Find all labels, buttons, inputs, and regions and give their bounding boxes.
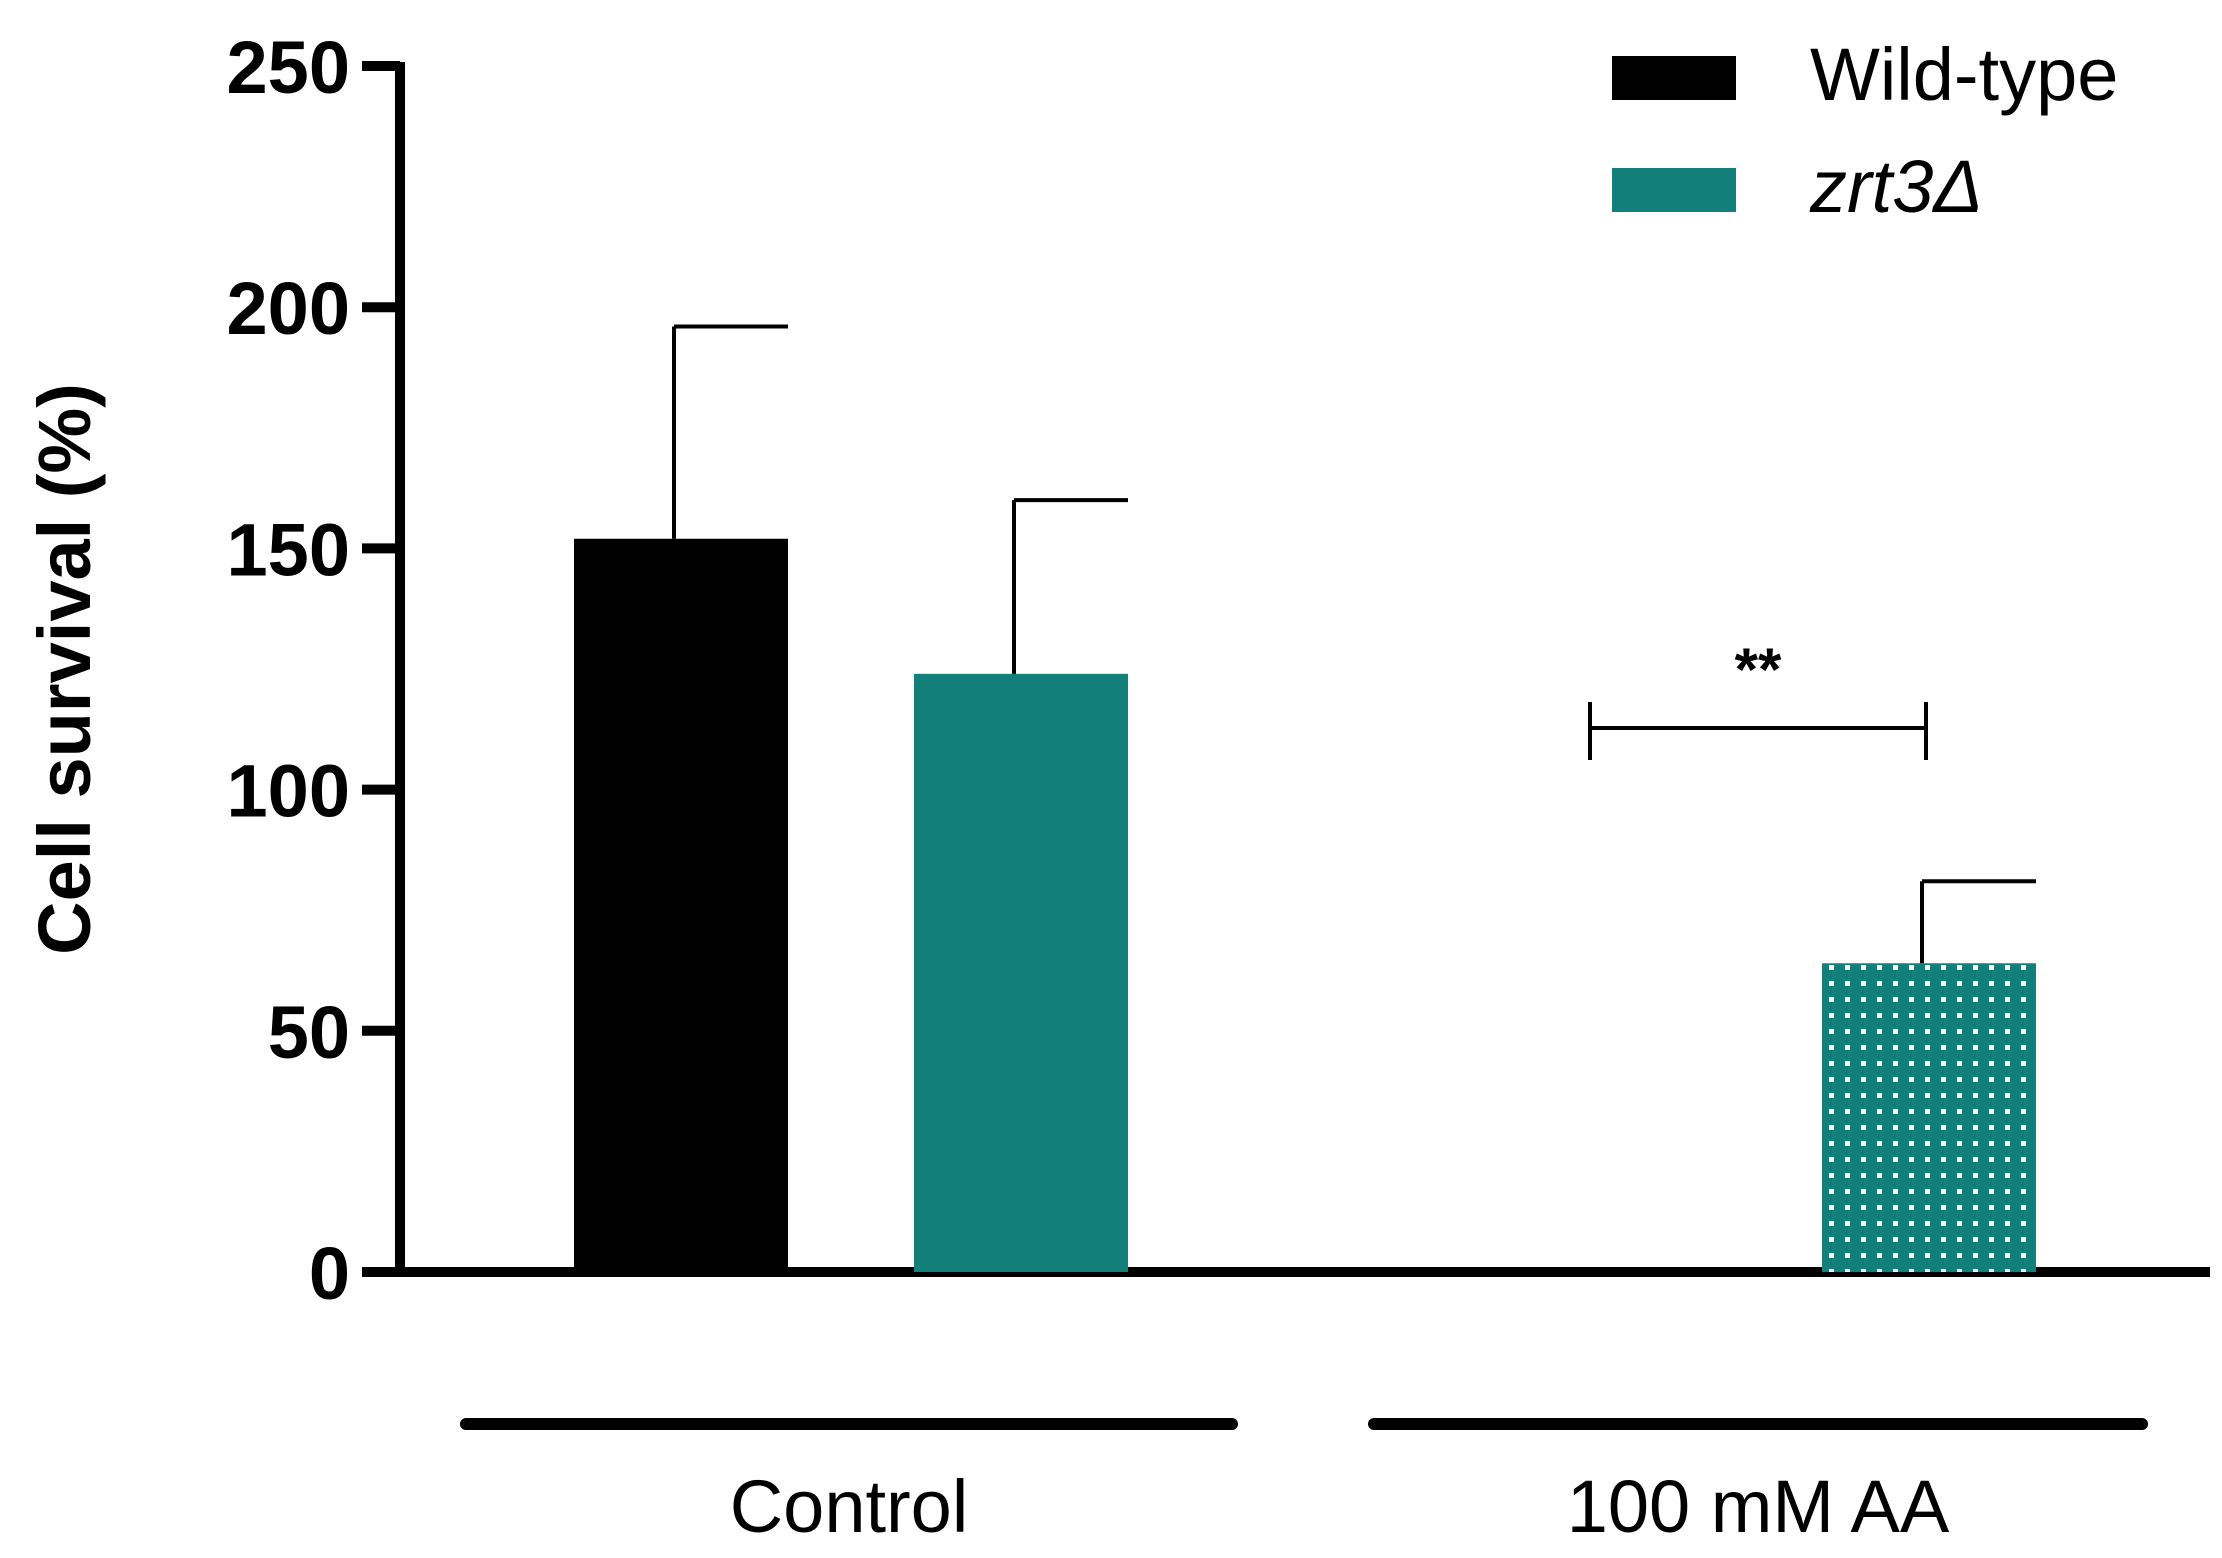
bar-0-0 [574,538,788,1272]
group-label-1: 100 mM AA [1567,1465,1950,1548]
legend: Wild-type zrt3Δ [1612,33,2118,228]
bar-1-1 [1822,963,2036,1272]
annotations: ** [1588,636,1928,760]
significance-label: ** [1735,636,1782,703]
y-tick-label: 100 [227,750,350,833]
y-axis-title: Cell survival (%) [23,383,106,955]
y-tick-label: 50 [268,991,350,1074]
legend-label-1: zrt3Δ [1809,145,1983,228]
legend-swatch-1 [1612,168,1736,212]
y-tick-label: 0 [309,1232,350,1315]
axes: 0 50 100 150 200 250 Cell survival (%) [23,26,2210,1315]
y-tick-label: 150 [227,508,350,591]
bar-1-0 [914,673,1128,1272]
group-labels: Control 100 mM AA [460,1418,2148,1548]
bars [574,324,2036,1272]
y-tick-label: 200 [227,267,350,350]
y-tick-label: 250 [227,26,350,109]
legend-label-0: Wild-type [1810,33,2118,116]
group-label-0: Control [730,1465,969,1548]
legend-swatch-0 [1612,56,1736,100]
